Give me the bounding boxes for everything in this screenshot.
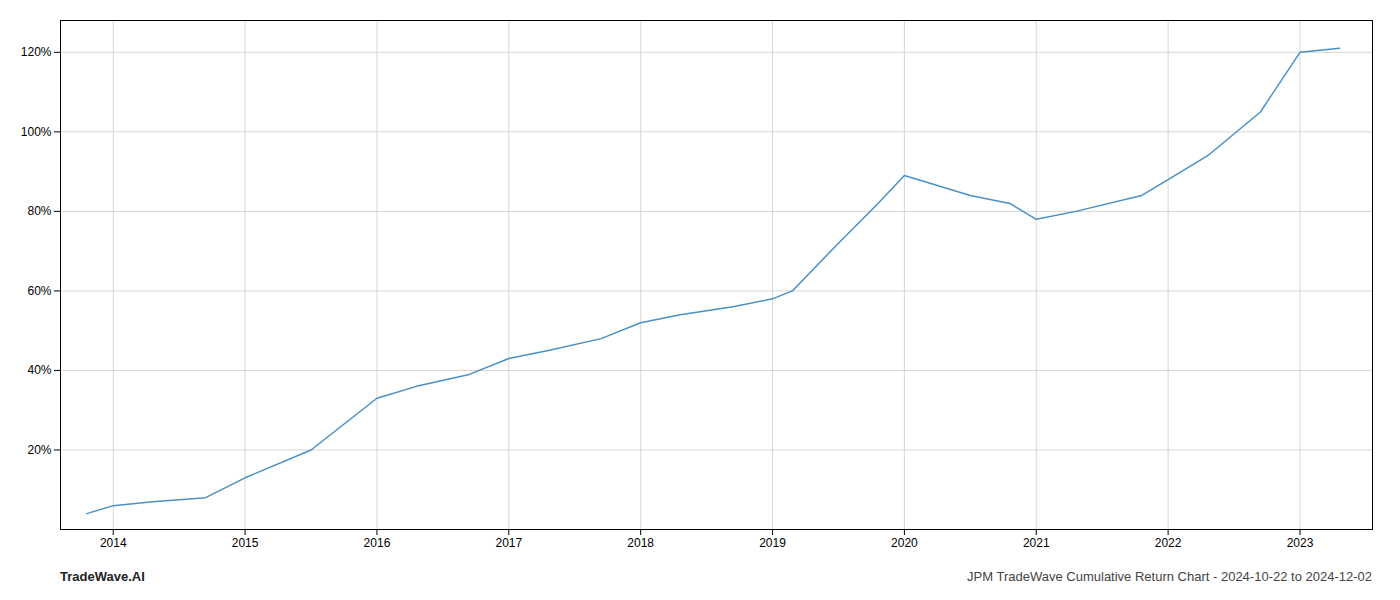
svg-text:20%: 20% (27, 443, 51, 457)
svg-text:40%: 40% (27, 363, 51, 377)
svg-text:2021: 2021 (1023, 536, 1050, 550)
svg-text:2017: 2017 (495, 536, 522, 550)
svg-text:2016: 2016 (364, 536, 391, 550)
svg-text:2023: 2023 (1287, 536, 1314, 550)
svg-text:2022: 2022 (1155, 536, 1182, 550)
svg-text:2014: 2014 (100, 536, 127, 550)
svg-text:80%: 80% (27, 204, 51, 218)
html-text:TradeWave.AI: TradeWave.AI (60, 569, 145, 584)
html-text:JPM TradeWave Cumulative Retur: JPM TradeWave Cumulative Return Chart - … (967, 569, 1372, 584)
svg-text:2020: 2020 (891, 536, 918, 550)
svg-text:2019: 2019 (759, 536, 786, 550)
svg-text:2015: 2015 (232, 536, 259, 550)
svg-text:60%: 60% (27, 284, 51, 298)
svg-text:2018: 2018 (627, 536, 654, 550)
svg-text:100%: 100% (21, 125, 52, 139)
svg-text:120%: 120% (21, 45, 52, 59)
